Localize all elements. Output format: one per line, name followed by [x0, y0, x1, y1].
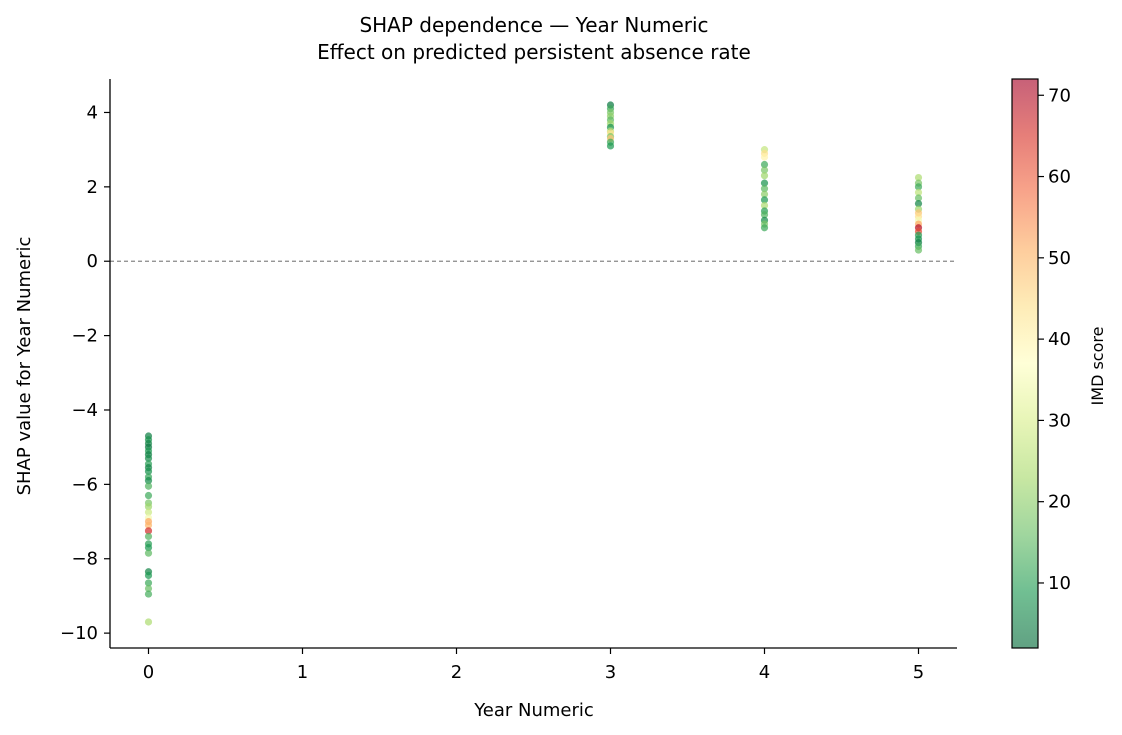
- colorbar-tick-label: 20: [1048, 492, 1071, 513]
- scatter-point: [144, 543, 153, 552]
- x-tick-label: 4: [759, 662, 770, 683]
- scatter-point: [144, 571, 153, 580]
- scatter-points: [144, 101, 923, 626]
- colorbar-tick-label: 70: [1048, 85, 1071, 106]
- colorbar-ticks: 10 20 30 40 50 60 70: [1038, 85, 1071, 594]
- scatter-point: [760, 179, 769, 187]
- x-tick-label: 3: [605, 662, 616, 683]
- scatter-point: [760, 196, 769, 204]
- scatter-point: [144, 467, 153, 475]
- colorbar-tick-label: 60: [1048, 167, 1071, 188]
- x-axis-label: Year Numeric: [473, 700, 594, 721]
- scatter-point: [914, 183, 923, 191]
- scatter-point: [914, 188, 923, 197]
- scatter-point: [606, 142, 615, 150]
- y-tick-label: −10: [60, 623, 98, 644]
- scatter-point: [914, 173, 923, 182]
- x-tick-label: 2: [451, 662, 462, 683]
- scatter-point: [144, 454, 153, 462]
- scatter-point: [144, 491, 153, 500]
- scatter-point: [144, 532, 153, 541]
- scatter-point: [144, 590, 153, 598]
- colorbar: 10 20 30 40 50 60 70 IMD score: [1011, 78, 1107, 649]
- x-tick-label: 1: [297, 662, 308, 683]
- scatter-point: [760, 185, 769, 193]
- scatter-point: [144, 527, 153, 535]
- y-tick-label: −2: [71, 326, 98, 347]
- scatter-point: [914, 194, 923, 202]
- x-axis-ticks: 0 1 2 3 4 5: [143, 648, 924, 683]
- y-axis-ticks: 4 2 0 −2 −4 −6 −8 −10: [60, 102, 110, 644]
- y-tick-label: −4: [71, 400, 98, 421]
- y-tick-label: 4: [87, 102, 98, 123]
- colorbar-label: IMD score: [1088, 327, 1107, 406]
- scatter-point: [144, 618, 153, 626]
- scatter-point: [914, 199, 923, 208]
- scatter-point: [760, 211, 769, 219]
- x-tick-label: 5: [913, 662, 924, 683]
- colorbar-tick-label: 50: [1048, 248, 1071, 269]
- scatter-point: [144, 584, 153, 593]
- scatter-point: [144, 503, 153, 511]
- scatter-point: [760, 160, 769, 169]
- scatter-point: [760, 166, 769, 174]
- scatter-point: [914, 246, 923, 254]
- plot-axes: [109, 79, 957, 649]
- scatter-point: [144, 482, 153, 490]
- y-axis-label: SHAP value for Year Numeric: [14, 237, 35, 496]
- chart-subtitle: Effect on predicted persistent absence r…: [317, 40, 751, 64]
- scatter-point: [144, 521, 153, 529]
- y-tick-label: −6: [71, 474, 98, 495]
- scatter-point: [760, 224, 769, 232]
- y-tick-label: 0: [87, 251, 98, 272]
- x-tick-label: 0: [143, 662, 154, 683]
- scatter-point: [144, 477, 153, 485]
- scatter-point: [760, 201, 769, 210]
- scatter-point: [760, 153, 769, 161]
- colorbar-tick-label: 40: [1048, 329, 1071, 350]
- colorbar-tick-label: 10: [1048, 573, 1071, 594]
- scatter-point: [144, 508, 153, 516]
- scatter-point: [144, 579, 153, 587]
- scatter-point: [144, 549, 153, 557]
- y-tick-label: 2: [87, 177, 98, 198]
- scatter-point: [760, 172, 769, 180]
- colorbar-tick-label: 30: [1048, 410, 1071, 431]
- y-tick-label: −8: [71, 549, 98, 570]
- chart-title: SHAP dependence — Year Numeric: [359, 13, 708, 37]
- scatter-point: [760, 190, 769, 198]
- colorbar-gradient: [1011, 78, 1039, 649]
